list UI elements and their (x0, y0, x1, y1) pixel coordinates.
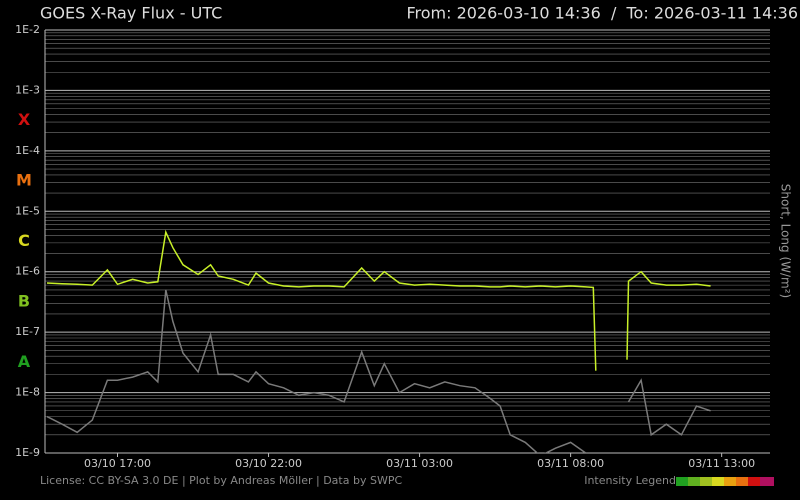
footer: License: CC BY-SA 3.0 DE | Plot by Andre… (40, 474, 402, 487)
intensity-legend (676, 477, 774, 486)
y-tick-label: 1E-2 (15, 23, 40, 36)
y-tick-label: 1E-8 (15, 386, 40, 399)
x-tick-label: 03/11 03:00 (386, 457, 453, 470)
y-axis-label: Short, Long (W/m²) (779, 184, 793, 298)
legend-label: Intensity Legend (584, 474, 676, 487)
x-tick-label: 03/11 13:00 (688, 457, 755, 470)
flare-class-label: B (18, 291, 30, 310)
x-tick-label: 03/11 08:00 (537, 457, 604, 470)
y-tick-label: 1E-6 (15, 265, 40, 278)
series-line (46, 229, 711, 371)
flare-class-label: C (18, 231, 30, 250)
flare-class-label: X (18, 110, 31, 129)
x-tick-label: 03/10 22:00 (235, 457, 302, 470)
plot-area (46, 229, 711, 453)
flare-class-label: M (16, 171, 32, 190)
x-tick-label: 03/10 17:00 (84, 457, 151, 470)
y-tick-label: 1E-3 (15, 83, 40, 96)
y-tick-label: 1E-4 (15, 144, 40, 157)
chart-subtitle: From: 2026-03-10 14:36 / To: 2026-03-11 … (406, 4, 798, 23)
chart-title: GOES X-Ray Flux - UTC (40, 4, 222, 23)
series-line (46, 289, 711, 453)
y-tick-label: 1E-5 (15, 204, 40, 217)
flare-class-label: A (18, 352, 31, 371)
y-tick-label: 1E-7 (15, 325, 40, 338)
y-tick-label: 1E-9 (15, 446, 40, 459)
